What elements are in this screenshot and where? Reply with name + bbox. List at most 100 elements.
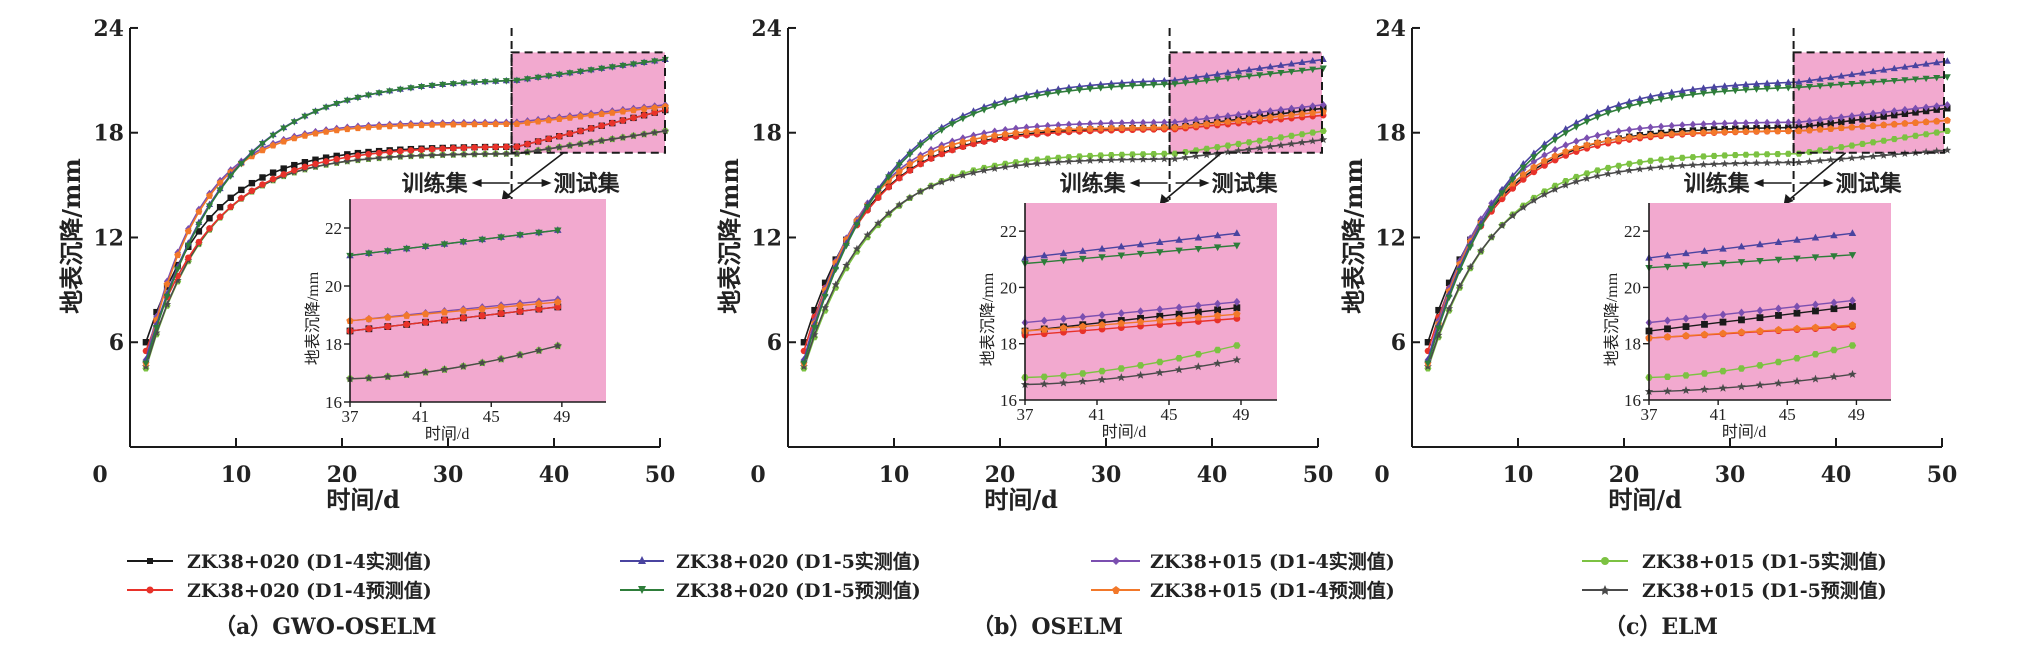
test-set-label: 测试集 (554, 171, 621, 197)
data-point-triangle-down (980, 107, 988, 114)
data-point-square (1424, 339, 1432, 346)
data-point-hexagon (1737, 365, 1746, 372)
data-point-circle (333, 155, 340, 163)
data-point-diamond (1256, 108, 1263, 117)
data-point-hexagon (1136, 362, 1145, 369)
data-point-pentagon (1194, 313, 1203, 321)
data-point-triangle-down (1075, 87, 1084, 94)
data-point-circle (535, 305, 543, 313)
data-point-diamond (1194, 301, 1202, 310)
data-point-triangle-down (311, 108, 320, 116)
data-point-triangle-down (821, 293, 829, 301)
data-point-hexagon (1763, 151, 1771, 158)
data-point-diamond (1214, 299, 1221, 308)
data-point-pentagon (1811, 323, 1820, 331)
data-point-star (1848, 369, 1857, 378)
data-point-triangle-down (1319, 65, 1327, 72)
data-point-triangle-down (1194, 245, 1203, 253)
y-tick-label: 24 (93, 16, 124, 42)
data-point-star (1155, 368, 1164, 377)
data-point-pentagon (322, 128, 330, 135)
data-point-square (1880, 113, 1887, 120)
data-point-circle (545, 135, 552, 143)
data-point-triangle-down (492, 78, 500, 86)
data-point-triangle-down (1615, 106, 1623, 114)
data-point-star (629, 131, 638, 140)
legend-marker-triangle-down (638, 586, 646, 594)
data-point-triangle-down (1880, 78, 1888, 86)
data-point-star (1784, 158, 1793, 166)
legend-label: ZK38+015 (D1-5预测值) (1642, 579, 1887, 602)
data-point-diamond (1079, 312, 1087, 322)
y-tick-label: 12 (751, 225, 782, 251)
data-point-triangle-down (237, 161, 245, 168)
data-point-pentagon (375, 123, 383, 130)
data-point-pentagon (1668, 130, 1676, 137)
data-point-circle (959, 143, 967, 151)
data-point-triangle-down (1309, 66, 1317, 74)
data-point-circle (407, 147, 415, 154)
data-point-triangle-up (1175, 235, 1183, 243)
data-point-hexagon (1266, 136, 1274, 143)
legend-item: ZK38+020 (D1-5实测值) (620, 550, 921, 573)
data-point-pentagon (1700, 330, 1709, 338)
data-point-triangle-up (1943, 57, 1951, 64)
data-point-star (343, 157, 352, 165)
data-point-diamond (1583, 134, 1591, 142)
data-point-pentagon (991, 131, 999, 139)
data-point-triangle-down (1487, 206, 1496, 213)
data-point-circle (216, 213, 224, 220)
inset-x-tick-label: 49 (1233, 405, 1250, 424)
data-point-circle (1530, 168, 1538, 176)
data-point-star (1826, 155, 1835, 164)
data-point-triangle-up (1298, 58, 1306, 65)
data-point-hexagon (1213, 346, 1222, 354)
data-point-pentagon (1519, 170, 1527, 178)
data-point-hexagon (1098, 367, 1106, 375)
data-point-triangle-down (1830, 253, 1838, 261)
data-point-pentagon (959, 138, 967, 145)
data-point-star (1170, 154, 1179, 163)
data-point-triangle-up (1309, 57, 1317, 64)
data-point-pentagon (1245, 115, 1253, 123)
test-region (1793, 52, 1944, 153)
data-point-triangle-down (1646, 98, 1655, 106)
y-tick-label: 6 (1391, 330, 1406, 356)
data-point-pentagon (1097, 124, 1105, 132)
zoom-arrowhead (501, 190, 512, 201)
legend-marker-triangle-up (638, 556, 646, 564)
data-point-star (417, 151, 426, 159)
data-point-triangle-down (428, 82, 436, 90)
data-point-diamond (1530, 157, 1538, 166)
data-point-pentagon (917, 154, 924, 161)
data-point-diamond (1224, 112, 1232, 120)
data-point-triangle-down (927, 134, 935, 141)
data-point-circle (577, 127, 584, 135)
data-point-triangle-down (1572, 124, 1580, 131)
data-point-triangle-down (1593, 114, 1602, 121)
data-point-pentagon (1848, 123, 1856, 131)
data-point-hexagon (1837, 144, 1845, 151)
data-point-triangle-down (439, 81, 447, 89)
data-point-star (1635, 165, 1644, 173)
data-point-pentagon (1136, 318, 1145, 325)
data-point-triangle-up (1530, 149, 1538, 156)
data-point-star (1681, 386, 1691, 394)
data-point-pentagon (1150, 124, 1158, 131)
data-point-triangle-up (1816, 75, 1824, 82)
data-point-circle (503, 143, 510, 151)
data-point-diamond (1086, 119, 1094, 128)
data-point-triangle-up (1668, 88, 1676, 96)
data-point-star (1298, 138, 1307, 146)
data-point-circle (609, 119, 616, 127)
data-point-triangle-up (1562, 125, 1570, 132)
data-point-square (195, 228, 203, 235)
data-point-diamond (1203, 114, 1210, 123)
data-point-square (1912, 109, 1919, 116)
train-set-label: 训练集 (1060, 171, 1127, 197)
data-point-hexagon (1933, 129, 1941, 136)
data-point-diamond (1793, 302, 1801, 311)
data-point-star (927, 182, 936, 190)
data-point-diamond (1594, 131, 1601, 140)
x-tick-label: 50 (1927, 462, 1958, 488)
